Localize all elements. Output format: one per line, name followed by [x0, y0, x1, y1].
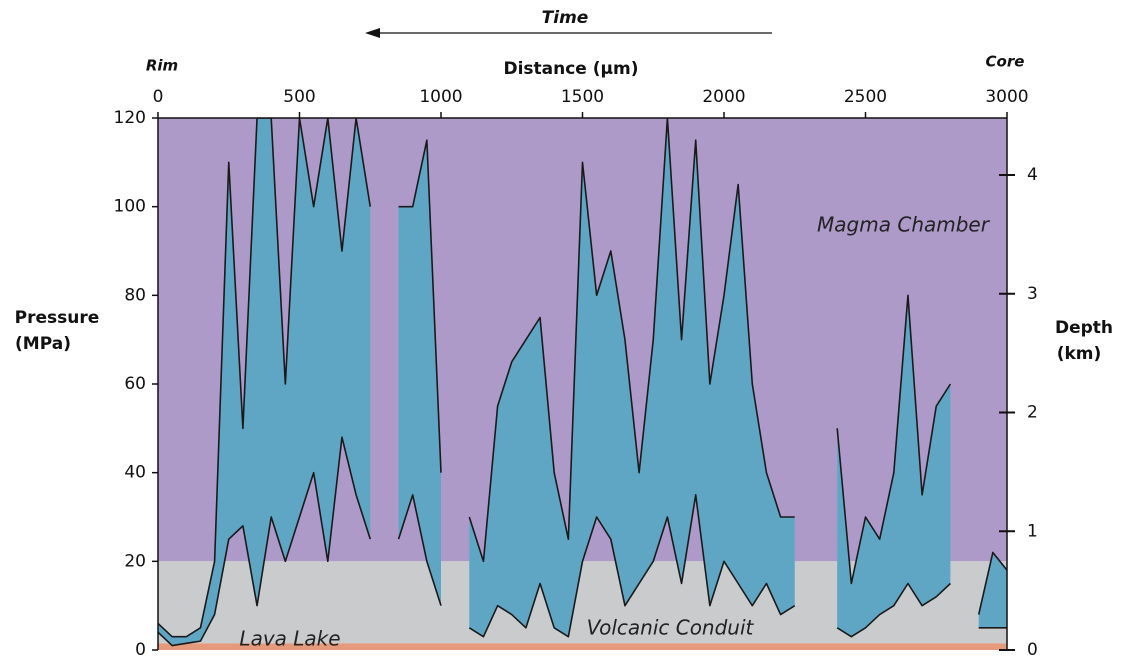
- y-tick-label: 100: [114, 197, 146, 217]
- region-label: Volcanic Conduit: [587, 616, 755, 640]
- band-fill: [978, 552, 1007, 628]
- core-label: Core: [986, 53, 1025, 71]
- x-axis-title: Distance (µm): [503, 59, 638, 79]
- y-tick-label: 20: [124, 551, 146, 571]
- line: [158, 436, 1007, 647]
- y-axis-title: (MPa): [15, 334, 71, 354]
- x-tick-label: 1500: [561, 87, 604, 107]
- line: [158, 118, 1007, 638]
- plot-group: [158, 118, 1007, 647]
- x-tick-label: 2000: [702, 87, 745, 107]
- y-tick-label: 80: [124, 285, 146, 305]
- x-tick-label: 0: [153, 87, 164, 107]
- y-tick-label: 40: [124, 463, 146, 483]
- rim-label: Rim: [146, 57, 178, 75]
- region: [158, 643, 1007, 650]
- region-label: Lava Lake: [239, 627, 340, 651]
- x-tick-label: 2500: [844, 87, 887, 107]
- time-arrowhead: [365, 28, 380, 38]
- region-label: Magma Chamber: [817, 213, 991, 237]
- y2-axis-title: Depth: [1055, 318, 1113, 338]
- y-axis-title: Pressure: [15, 308, 100, 328]
- y2-tick-label: 4: [1027, 165, 1038, 185]
- y2-tick-label: 0: [1027, 640, 1038, 659]
- y2-tick-label: 1: [1027, 521, 1038, 541]
- y2-axis-title: (km): [1057, 344, 1102, 364]
- y-tick-label: 60: [124, 374, 146, 394]
- band-fill: [158, 118, 371, 646]
- band-fill: [398, 140, 441, 606]
- y-tick-label: 120: [114, 108, 146, 128]
- y-tick-label: 0: [135, 640, 146, 659]
- x-tick-label: 1000: [419, 87, 462, 107]
- y2-tick-label: 3: [1027, 284, 1038, 304]
- band-fill: [469, 118, 795, 637]
- x-tick-label: 3000: [985, 87, 1028, 107]
- time-label: Time: [542, 8, 589, 28]
- band-fill: [837, 295, 951, 637]
- x-tick-label: 500: [283, 87, 315, 107]
- y2-tick-label: 2: [1027, 403, 1038, 423]
